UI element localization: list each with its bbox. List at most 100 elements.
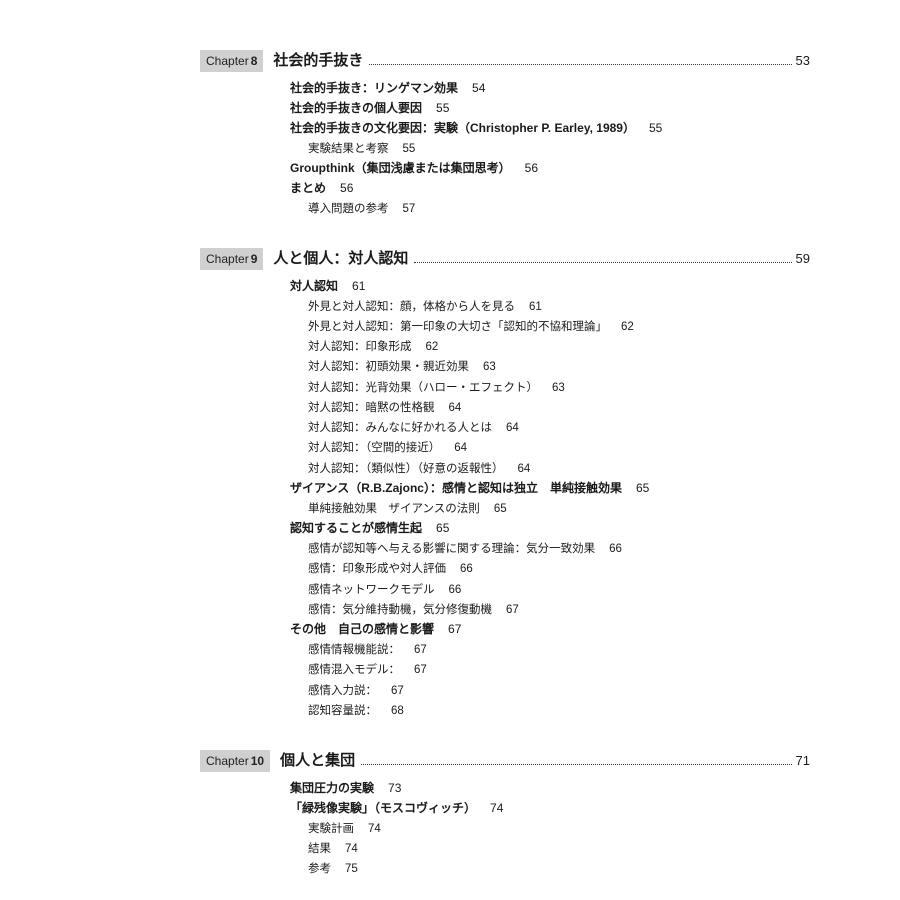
subsection: 単純接触効果 ザイアンスの法則 65 (308, 499, 810, 518)
subsection-list: 感情情報機能説：67 感情混入モデル： 67 感情入力説： 67 認知容量説：68 (308, 640, 810, 720)
subsection: 外見と対人認知：第一印象の大切さ「認知的不協和理論」 62 (308, 317, 810, 336)
subsection-page: 57 (403, 203, 416, 215)
subsection-title: 対人認知：（空間的接近） (308, 442, 440, 454)
chapter-title-wrap: 社会的手抜き53 (273, 50, 810, 73)
chapter-header: Chapter10 個人と集団71 (200, 750, 810, 773)
chapter-label: Chapter (206, 54, 249, 68)
subsection-page: 74 (345, 843, 358, 855)
subsection-title: 対人認知：初頭効果・親近効果 (308, 361, 469, 373)
section-list: 対人認知61外見と対人認知：顔，体格から人を見る61外見と対人認知：第一印象の大… (290, 277, 810, 721)
subsection-page: 66 (609, 543, 622, 555)
section-list: 社会的手抜き：リンゲマン効果54 社会的手抜きの個人要因55 社会的手抜きの文化要因… (290, 79, 810, 219)
chapter: Chapter8 社会的手抜き53 社会的手抜き：リンゲマン効果54 社会的手抜きの個… (200, 50, 810, 218)
chapter-page: 53 (796, 51, 810, 71)
chapter-badge: Chapter9 (200, 248, 263, 270)
leader-dots (361, 764, 791, 765)
section-page: 61 (352, 279, 365, 293)
section: 対人認知61 (290, 277, 810, 295)
section-page: 73 (388, 781, 401, 795)
subsection: 対人認知：光背効果（ハロー・エフェクト） 63 (308, 378, 810, 397)
section: 社会的手抜きの個人要因55 (290, 99, 810, 117)
subsection-page: 67 (391, 685, 404, 697)
subsection-page: 65 (494, 503, 507, 515)
subsection-list: 実験結果と考察 55 (308, 139, 810, 158)
subsection-title: 感情入力説： (308, 685, 377, 697)
section: まとめ56 (290, 179, 810, 197)
chapter: Chapter10 個人と集団71 集団圧力の実験 73 「緑残像実験」（モスコヴィッチ… (200, 750, 810, 878)
leader-dots (369, 64, 791, 65)
chapter-page: 71 (796, 751, 810, 771)
subsection-title: 単純接触効果 ザイアンスの法則 (308, 503, 480, 515)
subsection: 対人認知：（類似性）（好意の返報性） 64 (308, 459, 810, 478)
section: 社会的手抜き：リンゲマン効果54 (290, 79, 810, 97)
subsection-page: 62 (426, 341, 439, 353)
subsection-title: 感情が認知等へ与える影響に関する理論：気分一致効果 (308, 543, 595, 555)
subsection: 外見と対人認知：顔，体格から人を見る61 (308, 297, 810, 316)
subsection-title: 導入問題の参考 (308, 203, 389, 215)
section-title: Groupthink（集団浅慮または集団思考） (290, 161, 511, 175)
chapter-badge: Chapter8 (200, 50, 263, 72)
section-page: 56 (340, 181, 353, 195)
subsection-list: 単純接触効果 ザイアンスの法則 65 (308, 499, 810, 518)
subsection: 参考75 (308, 859, 810, 878)
subsection-page: 55 (403, 143, 416, 155)
subsection: 対人認知：暗黙の性格観64 (308, 398, 810, 417)
chapter-page: 59 (796, 249, 810, 269)
subsection-list: 導入問題の参考 57 (308, 199, 810, 218)
section-page: 67 (448, 622, 461, 636)
subsection-title: 対人認知：（類似性）（好意の返報性） (308, 463, 504, 475)
subsection-title: 参考 (308, 863, 331, 875)
subsection-page: 64 (518, 463, 531, 475)
subsection-title: 感情混入モデル： (308, 664, 400, 676)
section-title: その他 自己の感情と影響 (290, 622, 434, 636)
subsection-title: 感情：印象形成や対人評価 (308, 563, 446, 575)
subsection-page: 62 (621, 321, 634, 333)
subsection: 感情情報機能説：67 (308, 640, 810, 659)
chapter-badge: Chapter10 (200, 750, 270, 772)
chapter-title: 人と個人：対人認知 (273, 248, 408, 271)
subsection-page: 67 (414, 664, 427, 676)
subsection: 対人認知：初頭効果・親近効果 63 (308, 357, 810, 376)
subsection-title: 対人認知：光背効果（ハロー・エフェクト） (308, 382, 538, 394)
subsection: 対人認知：みんなに好かれる人とは64 (308, 418, 810, 437)
subsection: 感情入力説： 67 (308, 681, 810, 700)
section-list: 集団圧力の実験73「緑残像実験」（モスコヴィッチ）74実験計画74結果74参考7… (290, 779, 810, 879)
subsection: 感情混入モデル： 67 (308, 660, 810, 679)
subsection-page: 61 (529, 301, 542, 313)
subsection: 対人認知：（空間的接近） 64 (308, 438, 810, 457)
subsection-page: 67 (506, 604, 519, 616)
subsection-title: 実験計画 (308, 823, 354, 835)
subsection-page: 66 (449, 584, 462, 596)
subsection: 感情：印象形成や対人評価66 (308, 559, 810, 578)
section: ザイアンス（R.B.Zajonc）：感情と認知は独立 単純接触効果65 (290, 479, 810, 497)
table-of-contents: Chapter8 社会的手抜き53 社会的手抜き：リンゲマン効果54 社会的手抜きの個… (200, 50, 810, 878)
subsection: 対人認知：印象形成62 (308, 337, 810, 356)
chapter-header: Chapter9 人と個人：対人認知 59 (200, 248, 810, 271)
subsection: 感情：気分維持動機，気分修復動機67 (308, 600, 810, 619)
subsection-title: 実験結果と考察 (308, 143, 389, 155)
subsection: 認知容量説：68 (308, 701, 810, 720)
subsection-page: 63 (483, 361, 496, 373)
chapter-title-wrap: 個人と集団71 (280, 750, 810, 773)
chapter-label: Chapter (206, 754, 249, 768)
subsection: 感情ネットワークモデル66 (308, 580, 810, 599)
section-page: 55 (436, 101, 449, 115)
subsection-title: 外見と対人認知：第一印象の大切さ「認知的不協和理論」 (308, 321, 607, 333)
chapter-header: Chapter8 社会的手抜き53 (200, 50, 810, 73)
section: 「緑残像実験」（モスコヴィッチ）74 (290, 799, 810, 817)
subsection-list: 感情が認知等へ与える影響に関する理論：気分一致効果66感情：印象形成や対人評価6… (308, 539, 810, 619)
subsection-page: 64 (454, 442, 467, 454)
subsection-list: 外見と対人認知：顔，体格から人を見る61外見と対人認知：第一印象の大切さ「認知的… (308, 297, 810, 478)
section: 認知することが感情生起65 (290, 519, 810, 537)
section: その他 自己の感情と影響 67 (290, 620, 810, 638)
section-title: 集団圧力の実験 (290, 781, 374, 795)
subsection-page: 74 (368, 823, 381, 835)
section-page: 65 (636, 481, 649, 495)
subsection-title: 対人認知：みんなに好かれる人とは (308, 422, 492, 434)
section-page: 54 (472, 81, 485, 95)
section-title: 社会的手抜きの文化要因：実験（Christopher P. Earley, 19… (290, 121, 635, 135)
leader-dots (414, 262, 791, 263)
subsection-list: 実験計画74結果74参考75 (308, 819, 810, 879)
subsection: 結果74 (308, 839, 810, 858)
subsection-page: 63 (552, 382, 565, 394)
